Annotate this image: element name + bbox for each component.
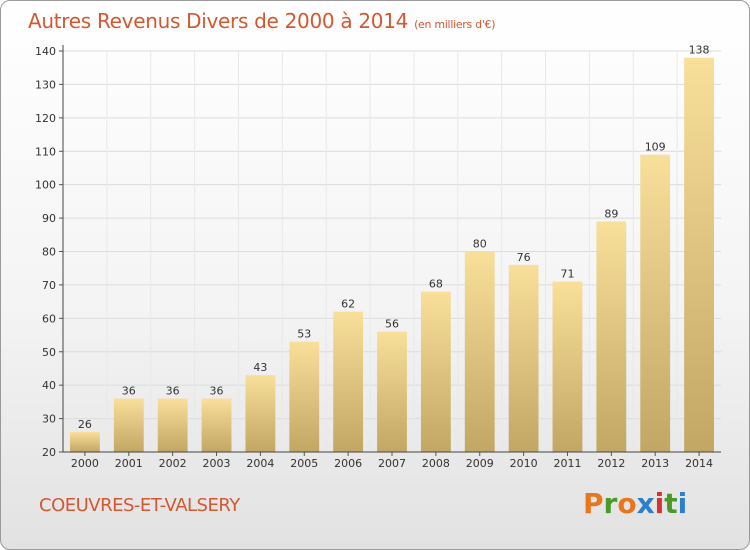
bar-2008	[420, 291, 451, 452]
bar-2000	[70, 431, 100, 452]
bar-2005	[289, 341, 320, 452]
bar-2013	[640, 154, 671, 452]
value-label: 56	[385, 318, 399, 331]
value-label: 36	[166, 385, 180, 398]
x-tick-label: 2009	[466, 457, 494, 470]
bar-2011	[552, 281, 583, 452]
value-label: 89	[604, 207, 618, 220]
y-tick-label: 100	[35, 179, 56, 192]
bar-2006	[333, 311, 364, 452]
value-label: 76	[517, 251, 531, 264]
value-label: 26	[78, 418, 92, 431]
brand-letter: x	[636, 487, 655, 520]
labels: 20 30 40 50 60 70 80 90 100 110 120 130 140 26 2000 36 2…	[35, 44, 721, 470]
x-tick-label: 2007	[378, 457, 406, 470]
x-tick-label: 2011	[553, 457, 581, 470]
y-tick-label: 130	[35, 78, 56, 91]
bar-2002	[157, 398, 188, 452]
y-tick-label: 70	[42, 279, 56, 292]
town-name: COEUVRES-ET-VALSERY	[39, 495, 240, 516]
x-tick-label: 2013	[641, 457, 669, 470]
value-label: 68	[429, 278, 443, 291]
x-tick-label: 2001	[115, 457, 143, 470]
bar-2007	[377, 331, 407, 452]
value-label: 53	[297, 328, 311, 341]
x-tick-label: 2000	[71, 457, 99, 470]
value-label: 36	[210, 385, 224, 398]
x-tick-label: 2012	[597, 457, 625, 470]
value-label: 62	[341, 298, 355, 311]
brand-letter: i	[677, 487, 688, 520]
brand-logo: Proxiti	[583, 487, 687, 520]
brand-letter: o	[617, 487, 637, 520]
bar-2014	[684, 57, 714, 452]
y-tick-label: 20	[42, 446, 56, 459]
y-tick-label: 140	[35, 45, 56, 58]
x-tick-label: 2010	[510, 457, 538, 470]
y-tick-label: 50	[42, 346, 56, 359]
bar-2009	[464, 251, 495, 452]
x-tick-label: 2014	[685, 457, 713, 470]
title-text: Autres Revenus Divers de 2000 à 2014	[28, 9, 409, 33]
x-tick-label: 2005	[290, 457, 318, 470]
y-tick-label: 110	[35, 145, 56, 158]
x-tick-label: 2008	[422, 457, 450, 470]
value-label: 36	[122, 385, 136, 398]
value-label: 80	[473, 238, 487, 251]
brand-letter: t	[664, 487, 678, 520]
bar-2004	[245, 375, 276, 452]
x-tick-label: 2002	[159, 457, 187, 470]
chart-title: Autres Revenus Divers de 2000 à 2014 (en …	[28, 9, 496, 33]
bar-2003	[201, 398, 232, 452]
bar-2012	[596, 221, 627, 452]
unit-label: (en milliers d'€)	[414, 18, 496, 31]
bars	[70, 57, 714, 452]
y-tick-label: 120	[35, 112, 56, 125]
x-tick-label: 2004	[246, 457, 274, 470]
bar-2010	[508, 264, 539, 452]
brand-letter: P	[583, 487, 604, 520]
y-tick-label: 80	[42, 246, 56, 259]
y-tick-label: 90	[42, 212, 56, 225]
x-tick-label: 2003	[203, 457, 231, 470]
brand-letter: i	[654, 487, 665, 520]
value-label: 71	[560, 268, 574, 281]
brand-letter: r	[603, 487, 618, 520]
value-label: 109	[645, 141, 666, 154]
y-tick-label: 60	[42, 312, 56, 325]
x-tick-label: 2006	[334, 457, 362, 470]
bar-2001	[113, 398, 144, 452]
value-label: 138	[689, 44, 710, 57]
y-tick-label: 40	[42, 379, 56, 392]
value-label: 43	[253, 361, 267, 374]
y-tick-label: 30	[42, 413, 56, 426]
